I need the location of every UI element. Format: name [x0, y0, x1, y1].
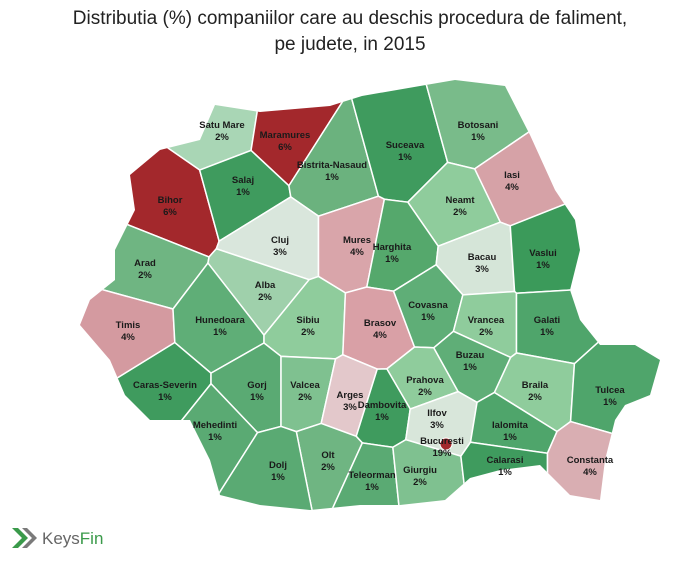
county-value: 3%	[475, 264, 489, 275]
county-value: 3%	[430, 420, 444, 431]
logo-icon	[22, 528, 37, 548]
county-name: Bistrita-Nasaud	[297, 160, 367, 171]
county-name: Timis	[116, 320, 141, 331]
county-value: 3%	[273, 247, 287, 258]
county-value: 1%	[208, 432, 222, 443]
county-value: 4%	[583, 467, 597, 478]
county-name: Neamt	[445, 195, 475, 206]
county-value: 1%	[271, 472, 285, 483]
brand: Fin	[80, 529, 104, 548]
county-name: Ilfov	[427, 408, 447, 419]
county-name: Mures	[343, 235, 371, 246]
county	[546, 420, 660, 510]
county-name: Arges	[337, 390, 364, 401]
brand: Keys	[42, 529, 80, 548]
county-value: 1%	[385, 254, 399, 265]
county-value: 2%	[418, 387, 432, 398]
county-value: 1%	[503, 432, 517, 443]
logo-text: KeysFin	[42, 529, 103, 548]
county-name: Satu Mare	[199, 120, 244, 131]
county-name: Suceava	[386, 140, 425, 151]
county-name: Bucuresti	[420, 436, 464, 447]
title-line: Distributia (%) companiilor care au desc…	[73, 8, 627, 29]
county-name: Constanta	[567, 455, 614, 466]
county-value: 6%	[163, 207, 177, 218]
county-value: 1%	[250, 392, 264, 403]
logo: KeysFin	[12, 528, 103, 548]
county-value: 4%	[505, 182, 519, 193]
county-name: Braila	[522, 380, 549, 391]
county-value: 1%	[463, 362, 477, 373]
county-name: Alba	[255, 280, 276, 291]
county-value: 1%	[540, 327, 554, 338]
county-name: Ialomita	[492, 420, 529, 431]
county-value: 1%	[421, 312, 435, 323]
county-name: Cluj	[271, 235, 289, 246]
county-name: Harghita	[373, 242, 412, 253]
county-name: Dambovita	[358, 400, 407, 411]
county-value: 2%	[479, 327, 493, 338]
county-value: 1%	[603, 397, 617, 408]
county	[569, 264, 660, 460]
county-value: 3%	[343, 402, 357, 413]
county-value: 2%	[453, 207, 467, 218]
county-name: Prahova	[406, 375, 444, 386]
county-value: 4%	[373, 330, 387, 341]
logo-icon	[12, 528, 28, 548]
county-name: Vrancea	[468, 315, 505, 326]
county-name: Bihor	[158, 195, 183, 206]
county-name: Caras-Severin	[133, 380, 197, 391]
county-name: Tulcea	[595, 385, 625, 396]
county-value: 1%	[375, 412, 389, 423]
county-name: Gorj	[247, 380, 267, 391]
county-value: 1%	[325, 172, 339, 183]
county-value: 2%	[298, 392, 312, 403]
county-value: 2%	[301, 327, 315, 338]
county-value: 2%	[138, 270, 152, 281]
county-name: Hunedoara	[195, 315, 245, 326]
county-name: Giurgiu	[403, 465, 437, 476]
county-name: Valcea	[290, 380, 320, 391]
county-name: Maramures	[260, 130, 311, 141]
county-value: 2%	[413, 477, 427, 488]
county-name: Galati	[534, 315, 560, 326]
county-name: Bacau	[468, 252, 497, 263]
county-value: 1%	[498, 467, 512, 478]
county-value: 2%	[528, 392, 542, 403]
county-value: 1%	[398, 152, 412, 163]
county-value: 19%	[432, 448, 452, 459]
county-value: 1%	[471, 132, 485, 143]
county-name: Vaslui	[529, 248, 556, 259]
county-value: 6%	[278, 142, 292, 153]
county-name: Buzau	[456, 350, 485, 361]
county	[170, 425, 319, 510]
county-name: Covasna	[408, 300, 448, 311]
county-name: Teleorman	[348, 470, 396, 481]
county-value: 1%	[536, 260, 550, 271]
county-name: Calarasi	[487, 455, 524, 466]
county-value: 1%	[213, 327, 227, 338]
county-value: 4%	[121, 332, 135, 343]
county-value: 1%	[158, 392, 172, 403]
county-name: Arad	[134, 258, 156, 269]
county-name: Sibiu	[296, 315, 319, 326]
county-name: Dolj	[269, 460, 287, 471]
county-name: Mehedinti	[193, 420, 237, 431]
county-value: 4%	[350, 247, 364, 258]
county-name: Iasi	[504, 170, 520, 181]
county-name: Brasov	[364, 318, 397, 329]
county-name: Salaj	[232, 175, 254, 186]
county-value: 2%	[321, 462, 335, 473]
county-name: Olt	[321, 450, 335, 461]
county-value: 2%	[215, 132, 229, 143]
county-value: 1%	[236, 187, 250, 198]
county-name: Botosani	[458, 120, 499, 131]
title-line: pe judete, in 2015	[274, 34, 425, 55]
county-value: 1%	[365, 482, 379, 493]
county-value: 2%	[258, 292, 272, 303]
county	[439, 437, 453, 451]
